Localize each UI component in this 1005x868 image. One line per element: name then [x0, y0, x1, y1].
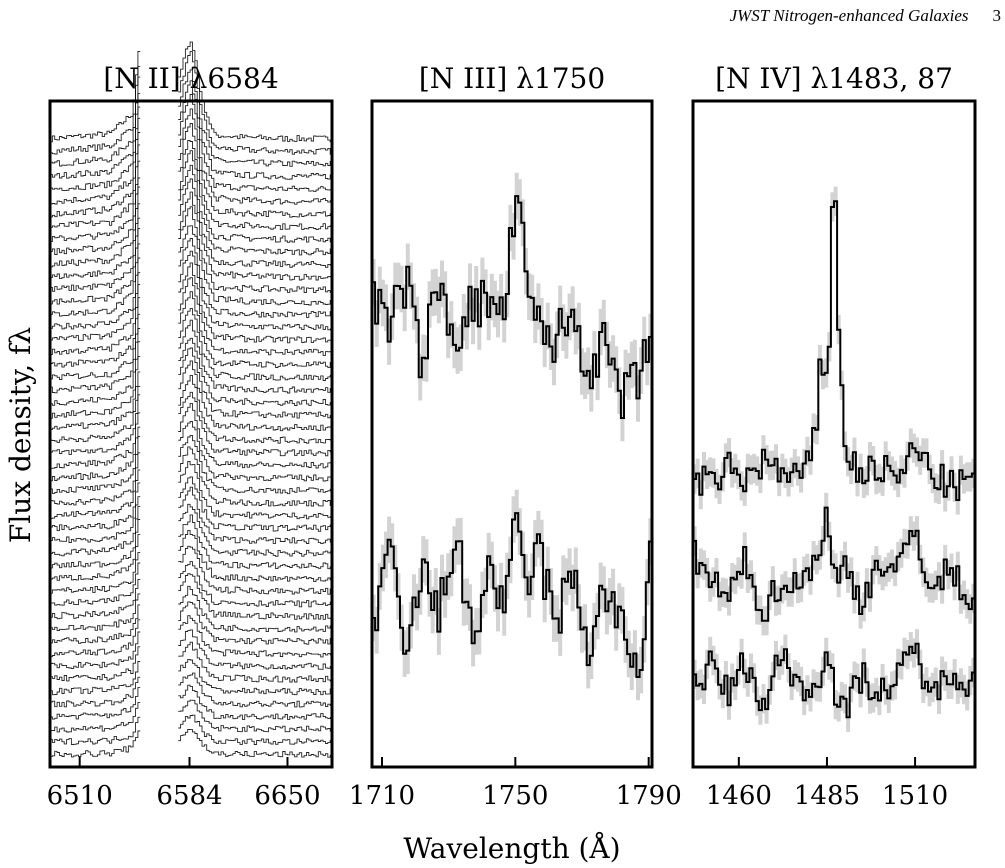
spectrum-line: [50, 699, 333, 733]
spectrum-line: [50, 545, 333, 595]
spectrum-line: [50, 476, 333, 532]
spectrum-line: [50, 225, 333, 306]
spectrum-line: [50, 561, 333, 608]
spectrum-line: [50, 178, 333, 268]
x-tick-label: 6584: [156, 781, 222, 811]
spectrum-line: [50, 658, 333, 696]
spectrum-line: [50, 41, 333, 143]
spectrum-line: [50, 461, 333, 520]
error-band: [692, 186, 976, 515]
page-header: JWST Nitrogen-enhanced Galaxies 3: [730, 6, 1001, 26]
spectrum-line: [50, 250, 333, 331]
spectrum-line: [50, 347, 333, 419]
spectrum-line: [50, 503, 333, 557]
panel-frame: [691, 99, 977, 769]
x-tick-label: 1460: [706, 781, 772, 811]
panel-1: [N II] λ6584 6510 6584 6650: [47, 41, 334, 811]
spectrum-line: [50, 277, 333, 356]
spectrum-line: [50, 529, 333, 583]
panel-title: [N II] λ6584: [103, 62, 278, 95]
spectrum-line: [372, 195, 652, 419]
x-tick-label: 1790: [616, 781, 682, 811]
spectrum-line: [50, 80, 333, 180]
spectrum-line: [50, 729, 333, 758]
panel-2: [N III] λ1750 1710 1750 1790: [349, 62, 682, 811]
spectrum-line: [50, 615, 333, 658]
spectrum-line: [50, 402, 333, 469]
spectrum-line: [50, 337, 333, 406]
panel-3: [N IV] λ1483, 87 1460 1485 1510: [691, 62, 977, 811]
x-tick-label: 1710: [349, 781, 415, 811]
spectrum-line: [50, 191, 333, 281]
spectrum-line: [50, 238, 333, 318]
x-tick-label: 1750: [482, 781, 548, 811]
spectrum-line: [50, 641, 333, 683]
spectrum-line: [50, 206, 333, 294]
spectrum-line: [50, 585, 333, 633]
spectrum-line: [50, 123, 333, 218]
panel-frame: [48, 99, 334, 769]
spectrum-line: [50, 672, 333, 708]
spectrum-line: [693, 506, 975, 622]
spectrum-line: [693, 642, 975, 719]
spectrum-line: [50, 446, 333, 507]
spectrum-line: [50, 374, 333, 444]
x-tick-label: 6650: [254, 781, 320, 811]
x-tick-label: 1485: [794, 781, 860, 811]
spectrum-line: [50, 514, 333, 570]
spectrum-line: [50, 94, 333, 192]
spectrum-line: [50, 601, 333, 645]
spectrum-line: [50, 391, 333, 457]
spectrum-line: [50, 140, 333, 231]
spectrum-line: [50, 291, 333, 368]
spectrum-line: [50, 421, 333, 482]
spectrum-line: [50, 360, 333, 432]
x-tick-label: 1510: [882, 781, 948, 811]
panel-title: [N IV] λ1483, 87: [715, 62, 953, 95]
x-axis-label: Wavelength (Å): [403, 832, 620, 865]
spectrum-line: [50, 150, 333, 243]
spectrum-line: [50, 69, 333, 167]
x-tick-label: 6510: [47, 781, 113, 811]
spectrum-line: [50, 684, 333, 720]
spectrum-line: [50, 308, 333, 381]
spectrum-line: [50, 629, 333, 670]
spectrum-line: [50, 262, 333, 344]
spectrum-line: [50, 573, 333, 620]
panel-frame: [370, 99, 654, 769]
spectrum-line: [50, 108, 333, 205]
spectrum-line: [693, 200, 975, 501]
page-number: 3: [992, 6, 1002, 25]
spectrum-line: [372, 512, 652, 678]
spectrum-line: [50, 51, 333, 155]
spectrum-line: [50, 434, 333, 495]
spectrum-line: [50, 319, 333, 394]
spectrum-line: [50, 714, 333, 745]
spectrum-line: [50, 486, 333, 545]
y-axis-label: Flux density, fλ: [4, 327, 37, 543]
running-title: JWST Nitrogen-enhanced Galaxies: [729, 6, 969, 25]
panel-title: [N III] λ1750: [419, 62, 605, 95]
spectrum-line: [50, 164, 333, 256]
